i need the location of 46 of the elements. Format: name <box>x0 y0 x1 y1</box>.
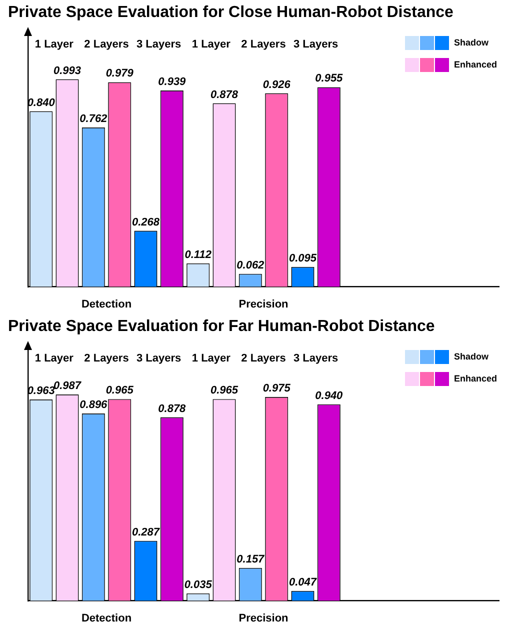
data-label: 0.955 <box>315 72 344 85</box>
x-tick-label: Detection <box>81 612 132 624</box>
x-tick-label: Detection <box>81 298 132 310</box>
data-label: 0.965 <box>106 384 134 397</box>
text: 2 Layers <box>241 38 286 51</box>
text: 1 Layer <box>34 352 74 365</box>
legend-label: Shadow <box>454 351 490 362</box>
data-label: 0.878 <box>158 402 187 415</box>
data-label: 0.965 <box>210 384 239 397</box>
data-label: 0.993 <box>53 64 82 77</box>
text: 3 Layers <box>136 352 182 365</box>
data-label: 0.940 <box>315 390 344 402</box>
data-label: 0.112 <box>184 248 212 261</box>
text: 2 Layers <box>84 352 129 365</box>
legend-label: Enhanced <box>454 373 498 384</box>
text: 3 Layers <box>294 38 338 51</box>
data-label: 0.157 <box>236 554 266 566</box>
data-label: 0.287 <box>132 526 160 538</box>
text: 1 Layer <box>192 38 232 51</box>
chart-title: Private Space Evaluation for Far Human-Robot Distance <box>7 317 436 337</box>
text: 3 Layers <box>136 38 182 51</box>
data-label: 0.095 <box>288 252 318 264</box>
data-label: 0.939 <box>158 76 187 88</box>
x-tick-label: Precision <box>238 612 289 624</box>
data-label: 0.878 <box>210 88 239 101</box>
data-label: 0.062 <box>236 259 264 272</box>
data-label: 0.268 <box>132 216 160 228</box>
legend-label: Enhanced <box>454 59 498 70</box>
data-label: 0.896 <box>80 399 108 412</box>
data-label: 0.762 <box>80 113 108 126</box>
text: 2 Layers <box>241 352 286 365</box>
data-label: 0.975 <box>262 382 292 395</box>
data-label: 0.047 <box>288 576 318 589</box>
data-label: 0.979 <box>106 68 134 80</box>
text: 1 Layer <box>34 38 74 51</box>
data-label: 0.963 <box>27 385 55 398</box>
data-label: 0.926 <box>262 78 292 91</box>
data-label: 0.840 <box>27 96 56 109</box>
data-label: 0.035 <box>184 579 213 592</box>
text: 2 Layers <box>84 38 129 51</box>
legend-label: Shadow <box>454 37 490 48</box>
text: 3 Layers <box>294 352 338 365</box>
text: 1 Layer <box>192 352 232 365</box>
x-tick-label: Precision <box>238 298 289 310</box>
data-label: 0.987 <box>53 380 82 392</box>
chart-title: Private Space Evaluation for Close Human-Robot Distance <box>7 3 454 23</box>
